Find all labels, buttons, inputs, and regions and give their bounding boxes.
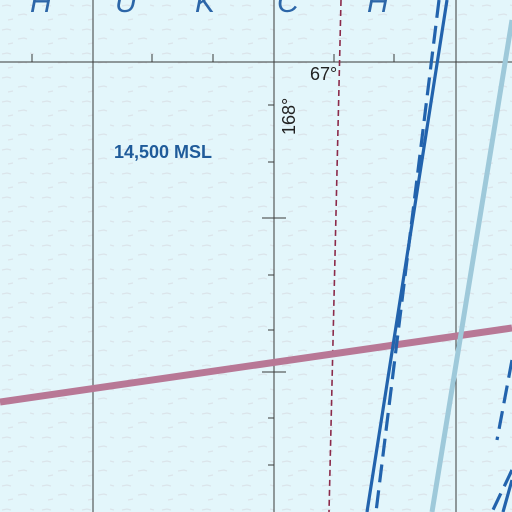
latitude-label: 67°: [310, 64, 338, 84]
boundary-right-solid: [501, 479, 512, 512]
airway-route-line: [0, 324, 512, 406]
longitude-label: 168°: [279, 97, 299, 135]
light-boundary-line: [429, 19, 512, 512]
sea-name-letter: K: [195, 0, 218, 19]
boundary-outer-solid: [365, 0, 449, 512]
meridian-ticks: [262, 104, 286, 466]
sea-name-letter: H: [367, 0, 391, 19]
sea-name-letter: C: [277, 0, 301, 19]
sea-name-letter: U: [115, 0, 139, 19]
altitude-label: 14,500 MSL: [114, 142, 213, 162]
airspace-boundary: [365, 0, 512, 512]
boundary-edge-dashed: [495, 359, 512, 441]
dashed-meridian-line: [328, 0, 342, 512]
boundary-inner-dashed: [374, 0, 441, 512]
boundary-right-dashed: [490, 469, 512, 512]
sea-name-letter: H: [30, 0, 54, 19]
parallel-ticks: [31, 48, 395, 62]
